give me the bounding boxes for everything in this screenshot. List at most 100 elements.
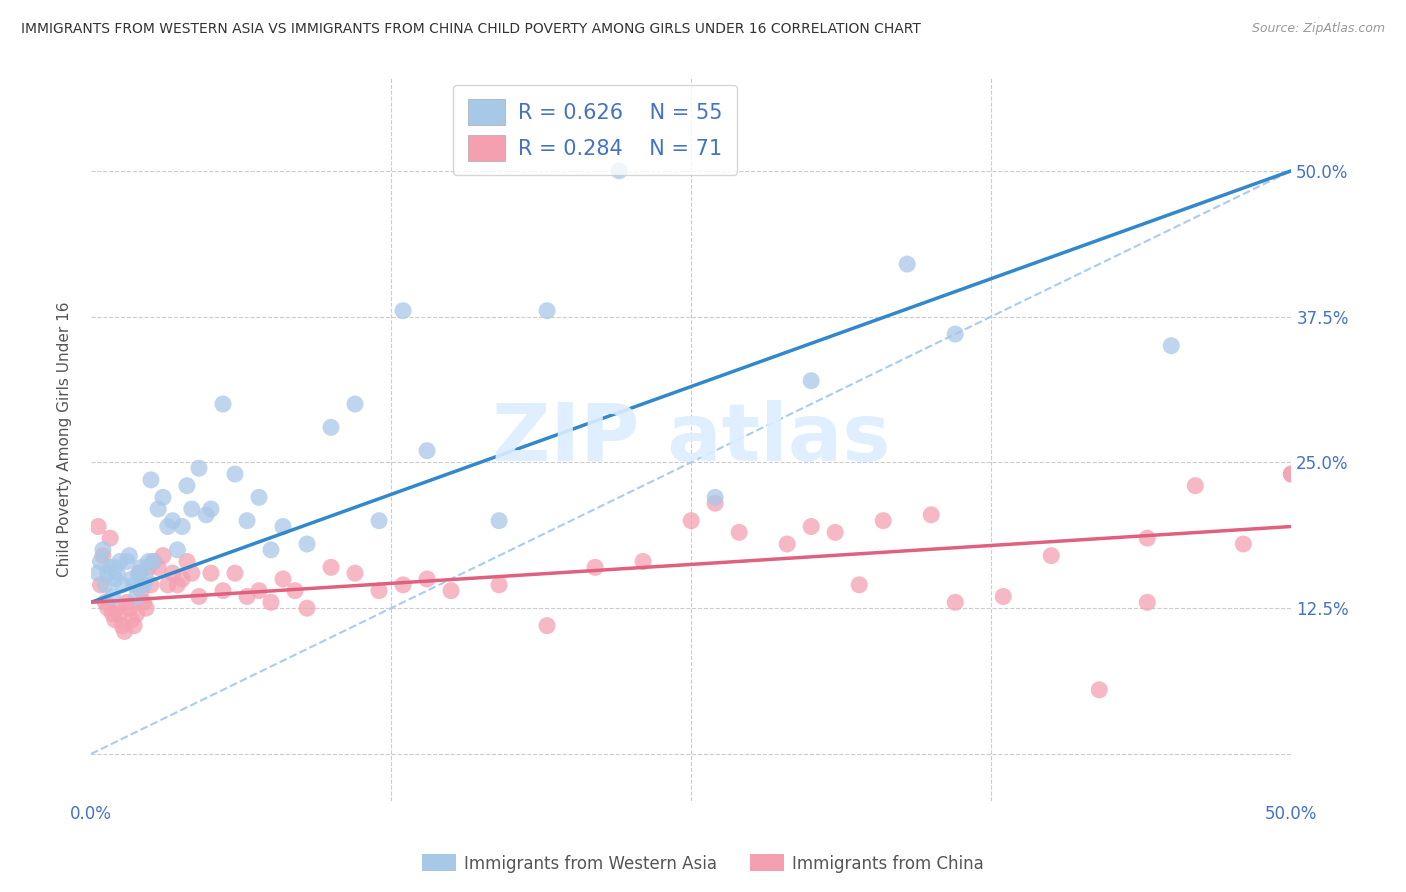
- Point: [104, 613, 127, 627]
- Point: [132, 578, 155, 592]
- Point: [104, 560, 127, 574]
- Point: [188, 590, 211, 604]
- Point: [607, 163, 630, 178]
- Point: [108, 554, 131, 568]
- Point: [200, 566, 222, 581]
- Point: [139, 578, 162, 592]
- Text: Source: ZipAtlas.com: Source: ZipAtlas.com: [1251, 22, 1385, 36]
- Point: [97, 601, 120, 615]
- Point: [416, 443, 439, 458]
- Point: [87, 519, 110, 533]
- Point: [260, 595, 283, 609]
- Point: [176, 554, 198, 568]
- Point: [536, 618, 558, 632]
- Text: ZIP atlas: ZIP atlas: [492, 400, 890, 478]
- Point: [128, 566, 150, 581]
- Point: [236, 590, 259, 604]
- Point: [319, 560, 342, 574]
- Point: [440, 583, 463, 598]
- Point: [728, 525, 751, 540]
- Legend: R = 0.626    N = 55, R = 0.284    N = 71: R = 0.626 N = 55, R = 0.284 N = 71: [453, 85, 737, 175]
- Point: [142, 554, 165, 568]
- Point: [295, 537, 318, 551]
- Point: [128, 566, 150, 581]
- Point: [90, 578, 112, 592]
- Point: [91, 549, 114, 563]
- Point: [135, 572, 157, 586]
- Point: [94, 595, 117, 609]
- Point: [152, 491, 174, 505]
- Legend: Immigrants from Western Asia, Immigrants from China: Immigrants from Western Asia, Immigrants…: [416, 847, 990, 880]
- Point: [1232, 537, 1254, 551]
- Point: [101, 607, 124, 621]
- Point: [172, 519, 194, 533]
- Point: [121, 613, 143, 627]
- Point: [166, 542, 188, 557]
- Point: [368, 514, 391, 528]
- Point: [87, 566, 110, 581]
- Point: [94, 578, 117, 592]
- Point: [111, 578, 134, 592]
- Point: [247, 491, 270, 505]
- Point: [800, 374, 823, 388]
- Point: [188, 461, 211, 475]
- Point: [392, 303, 415, 318]
- Point: [180, 566, 202, 581]
- Point: [848, 578, 870, 592]
- Point: [166, 578, 188, 592]
- Point: [1040, 549, 1063, 563]
- Point: [284, 583, 307, 598]
- Point: [704, 496, 727, 510]
- Point: [131, 560, 153, 574]
- Point: [146, 502, 169, 516]
- Y-axis label: Child Poverty Among Girls Under 16: Child Poverty Among Girls Under 16: [58, 301, 72, 577]
- Point: [101, 590, 124, 604]
- Point: [104, 572, 127, 586]
- Point: [105, 566, 128, 581]
- Point: [152, 549, 174, 563]
- Point: [90, 554, 112, 568]
- Point: [776, 537, 799, 551]
- Point: [135, 601, 157, 615]
- Point: [195, 508, 218, 522]
- Point: [97, 566, 120, 581]
- Point: [118, 601, 141, 615]
- Text: IMMIGRANTS FROM WESTERN ASIA VS IMMIGRANTS FROM CHINA CHILD POVERTY AMONG GIRLS : IMMIGRANTS FROM WESTERN ASIA VS IMMIGRAN…: [21, 22, 921, 37]
- Point: [800, 519, 823, 533]
- Point: [271, 519, 294, 533]
- Point: [236, 514, 259, 528]
- Point: [162, 514, 184, 528]
- Point: [681, 514, 703, 528]
- Point: [319, 420, 342, 434]
- Point: [392, 578, 415, 592]
- Point: [125, 590, 148, 604]
- Point: [247, 583, 270, 598]
- Point: [488, 578, 510, 592]
- Point: [344, 566, 367, 581]
- Point: [295, 601, 318, 615]
- Point: [138, 554, 160, 568]
- Point: [943, 326, 966, 341]
- Point: [122, 578, 145, 592]
- Point: [121, 572, 143, 586]
- Point: [631, 554, 654, 568]
- Point: [125, 607, 148, 621]
- Point: [111, 618, 134, 632]
- Point: [138, 560, 160, 574]
- Point: [536, 303, 558, 318]
- Point: [1136, 531, 1159, 545]
- Point: [368, 583, 391, 598]
- Point: [1160, 339, 1182, 353]
- Point: [704, 491, 727, 505]
- Point: [146, 560, 169, 574]
- Point: [1279, 467, 1302, 481]
- Point: [115, 554, 138, 568]
- Point: [896, 257, 918, 271]
- Point: [180, 502, 202, 516]
- Point: [488, 514, 510, 528]
- Point: [200, 502, 222, 516]
- Point: [416, 572, 439, 586]
- Point: [224, 566, 246, 581]
- Point: [105, 601, 128, 615]
- Point: [212, 397, 235, 411]
